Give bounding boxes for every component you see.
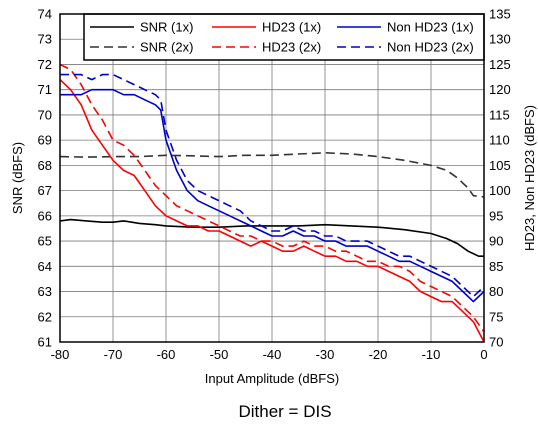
y-right-tick-label: 70 [489,335,503,350]
legend-label: HD23 (2x) [262,40,321,55]
y-left-tick-label: 69 [38,133,52,148]
y-right-tick-label: 135 [489,7,511,22]
series-line-hd23-1x [59,79,485,343]
series-line-snr-2x [59,152,485,198]
y-left-tick-label: 62 [38,309,52,324]
y-left-tick-label: 73 [38,32,52,47]
y-right-tick-label: 75 [489,309,503,324]
series-line-non-hd23-2x [60,73,485,298]
y-left-tick-label: 66 [38,208,52,223]
x-tick-label: -70 [104,347,123,362]
legend-label: HD23 (1x) [262,20,321,35]
y-right-tick-label: 115 [489,107,510,122]
x-tick-label: -20 [369,347,388,362]
y-right-tick-label: 130 [489,32,511,47]
legend [83,13,485,61]
y-axis-label-right: HD23, Non HD23 (dBFS) [522,105,537,251]
y-right-tick-label: 95 [489,208,503,223]
legend-label: SNR (1x) [140,20,193,35]
tick-labels: -80 -70 -60 -50 -40 -30 -20 -10 0 61 62 63 64 65 66 67 6… [38,7,511,363]
legend-label: Non HD23 (2x) [387,40,474,55]
x-tick-label: -30 [316,347,335,362]
y-left-tick-label: 67 [38,183,52,198]
y-left-tick-label: 61 [38,335,52,350]
y-right-tick-label: 105 [489,158,511,173]
x-tick-label: 0 [480,347,487,362]
grid [59,13,485,343]
plot-frame [59,13,485,343]
y-right-tick-label: 80 [489,284,503,299]
series-line-non-hd23-1x [60,88,485,303]
legend-label: SNR (2x) [140,40,193,55]
y-right-tick-label: 110 [489,133,510,148]
legend-entries: SNR (1x) HD23 (1x) Non HD23 (1x) SNR (2x) HD… [90,20,474,55]
y-left-tick-label: 74 [38,7,52,22]
y-left-tick-label: 64 [38,259,52,274]
y-right-tick-label: 90 [489,234,503,249]
x-tick-label: -50 [210,347,229,362]
y-right-tick-label: 100 [489,183,511,198]
x-axis-label: Input Amplitude (dBFS) [205,371,339,386]
x-tick-label: -40 [263,347,282,362]
y-right-tick-label: 85 [489,259,503,274]
y-left-tick-label: 68 [38,158,52,173]
y-axis-label-left: SNR (dBFS) [10,142,25,214]
y-left-tick-label: 70 [38,107,52,122]
x-tick-label: -60 [157,347,176,362]
x-tick-label: -10 [422,347,441,362]
series-line-snr-1x [59,218,484,258]
y-left-tick-label: 65 [38,234,52,249]
y-right-tick-label: 125 [489,57,511,72]
y-right-tick-label: 120 [489,82,511,97]
series-lines [59,63,485,343]
y-left-tick-label: 72 [38,57,52,72]
legend-label: Non HD23 (1x) [387,20,474,35]
series-line-hd23-2x [59,63,485,333]
x-tick-label: -80 [51,347,70,362]
y-left-tick-label: 71 [38,82,52,97]
chart-caption: Dither = DIS [238,402,331,421]
y-left-tick-label: 63 [38,284,52,299]
